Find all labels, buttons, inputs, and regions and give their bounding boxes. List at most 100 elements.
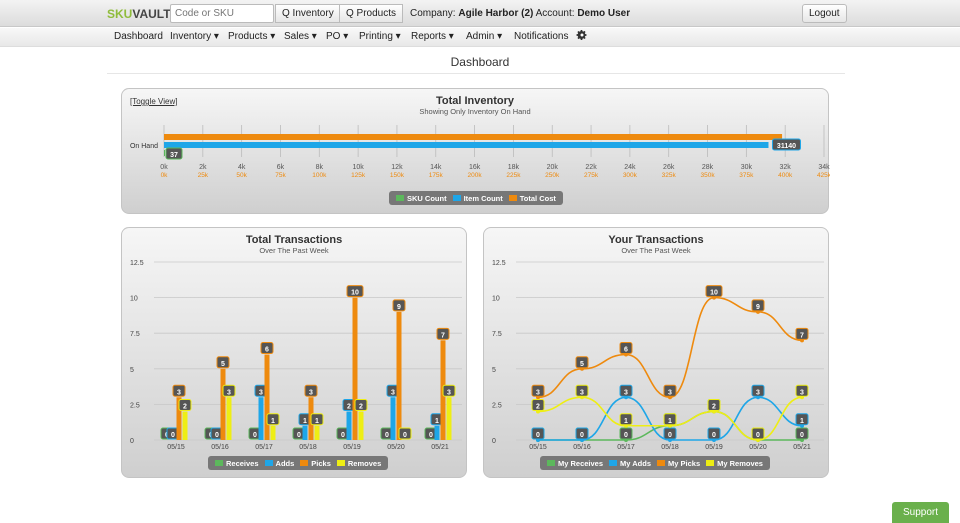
inventory-x-tick: 6k: [277, 164, 285, 171]
bar-label-removes: 2: [183, 404, 187, 411]
nav-notifications[interactable]: Notifications: [514, 31, 569, 42]
point-label-my-picks: 5: [580, 361, 584, 368]
legend-item-sku-count[interactable]: SKU Count: [396, 194, 447, 203]
legend-item-item-count[interactable]: Item Count: [452, 194, 503, 203]
x-tick-label: 05/15: [529, 444, 547, 451]
inventory-x-tick-secondary: 425k: [817, 172, 830, 179]
bar-adds: [434, 425, 440, 440]
inventory-x-tick: 30k: [741, 164, 753, 171]
inventory-x-tick-secondary: 375k: [739, 172, 754, 179]
legend-item-my-adds[interactable]: My Adds: [609, 459, 651, 468]
legend-item-receives[interactable]: Receives: [215, 459, 259, 468]
point-label-my-removes: 2: [712, 404, 716, 411]
inventory-x-tick-secondary: 0k: [161, 172, 169, 179]
title-divider: [107, 73, 845, 74]
y-tick-label: 5: [492, 367, 496, 374]
bar-label-picks: 10: [351, 290, 359, 297]
support-button[interactable]: Support: [892, 502, 949, 523]
bar-label-adds: 3: [391, 389, 395, 396]
legend-item-my-picks[interactable]: My Picks: [657, 459, 700, 468]
inventory-label-item-count: 31140: [777, 143, 796, 150]
bar-removes: [270, 425, 276, 440]
inventory-x-tick-secondary: 75k: [275, 172, 286, 179]
bar-removes: [182, 411, 188, 440]
nav-po[interactable]: PO ▾: [326, 31, 349, 42]
legend-item-adds[interactable]: Adds: [264, 459, 294, 468]
account-info: Company: Agile Harbor (2) Account: Demo …: [410, 8, 630, 19]
x-tick-label: 05/17: [617, 444, 635, 451]
bar-label-receives: 0: [253, 432, 257, 439]
point-label-my-adds: 0: [668, 432, 672, 439]
bar-label-picks: 7: [441, 332, 445, 339]
search-inventory-button[interactable]: Q Inventory: [275, 4, 341, 23]
point-label-my-picks-bg: [663, 384, 677, 397]
logo[interactable]: SKUVAULT: [107, 7, 171, 21]
logout-button[interactable]: Logout: [802, 4, 847, 23]
inventory-x-tick-secondary: 325k: [662, 172, 677, 179]
legend-item-my-removes[interactable]: My Removes: [706, 459, 763, 468]
y-tick-label: 0: [492, 438, 496, 445]
nav-admin[interactable]: Admin ▾: [466, 31, 503, 42]
inventory-x-tick: 34k: [818, 164, 830, 171]
x-tick-label: 05/20: [387, 444, 405, 451]
point-label-my-adds: 0: [712, 432, 716, 439]
point-label-my-adds: 0: [580, 432, 584, 439]
bar-label-removes: 3: [227, 389, 231, 396]
point-label-my-picks: 9: [756, 304, 760, 311]
y-tick-label: 2.5: [130, 402, 140, 409]
nav-reports[interactable]: Reports ▾: [411, 31, 454, 42]
bar-label-picks-bg: [304, 384, 318, 397]
point-label-my-removes: 3: [800, 389, 804, 396]
legend-item-removes[interactable]: Removes: [336, 459, 381, 468]
bar-label-removes: 3: [447, 389, 451, 396]
legend-item-picks[interactable]: Picks: [300, 459, 331, 468]
bar-picks: [396, 311, 402, 440]
inventory-x-tick: 8k: [316, 164, 324, 171]
search-input[interactable]: [170, 4, 274, 23]
toggle-view-link[interactable]: [Toggle View]: [130, 97, 178, 106]
bar-removes: [314, 425, 320, 440]
account-label: Account:: [535, 8, 575, 19]
nav-sales[interactable]: Sales ▾: [284, 31, 317, 42]
x-tick-label: 05/16: [573, 444, 591, 451]
inventory-x-tick: 12k: [391, 164, 403, 171]
nav-products[interactable]: Products ▾: [228, 31, 276, 42]
x-tick-label: 05/16: [211, 444, 229, 451]
inventory-x-tick-secondary: 350k: [700, 172, 715, 179]
point-label-my-removes: 0: [756, 432, 760, 439]
inventory-bar-sku-count: [164, 150, 165, 156]
nav-inventory[interactable]: Inventory ▾: [170, 31, 219, 42]
bar-picks: [352, 297, 358, 440]
y-tick-label: 12.5: [492, 260, 506, 267]
y-tick-label: 7.5: [492, 331, 502, 338]
bar-picks: [220, 368, 226, 440]
x-tick-label: 05/21: [793, 444, 811, 451]
point-label-my-picks: 6: [624, 347, 628, 354]
bar-removes: [446, 397, 452, 440]
point-label-my-adds: 3: [756, 389, 760, 396]
nav-printing[interactable]: Printing ▾: [359, 31, 401, 42]
nav-dashboard[interactable]: Dashboard: [114, 31, 163, 42]
inventory-x-tick: 24k: [624, 164, 636, 171]
point-label-my-receives-bg: [619, 427, 633, 440]
point-label-my-removes-bg: [751, 427, 765, 440]
bar-picks: [176, 397, 182, 440]
y-tick-label: 5: [130, 367, 134, 374]
bar-label-picks-bg: [216, 356, 230, 369]
point-label-my-adds: 3: [624, 389, 628, 396]
bar-label-adds: 3: [259, 389, 263, 396]
inventory-x-tick: 16k: [469, 164, 481, 171]
point-label-my-picks: 3: [536, 389, 540, 396]
legend-item-my-receives[interactable]: My Receives: [547, 459, 603, 468]
inventory-x-tick: 4k: [238, 164, 246, 171]
search-products-button[interactable]: Q Products: [339, 4, 404, 23]
legend-item-total-cost[interactable]: Total Cost: [508, 194, 556, 203]
point-label-my-adds-bg: [751, 384, 765, 397]
point-label-my-adds-bg: [795, 413, 809, 426]
gear-icon[interactable]: [576, 29, 588, 44]
y-tick-label: 12.5: [130, 260, 144, 267]
inventory-category-label: On Hand: [130, 143, 158, 150]
inventory-x-tick: 26k: [663, 164, 675, 171]
inventory-x-tick: 28k: [702, 164, 714, 171]
